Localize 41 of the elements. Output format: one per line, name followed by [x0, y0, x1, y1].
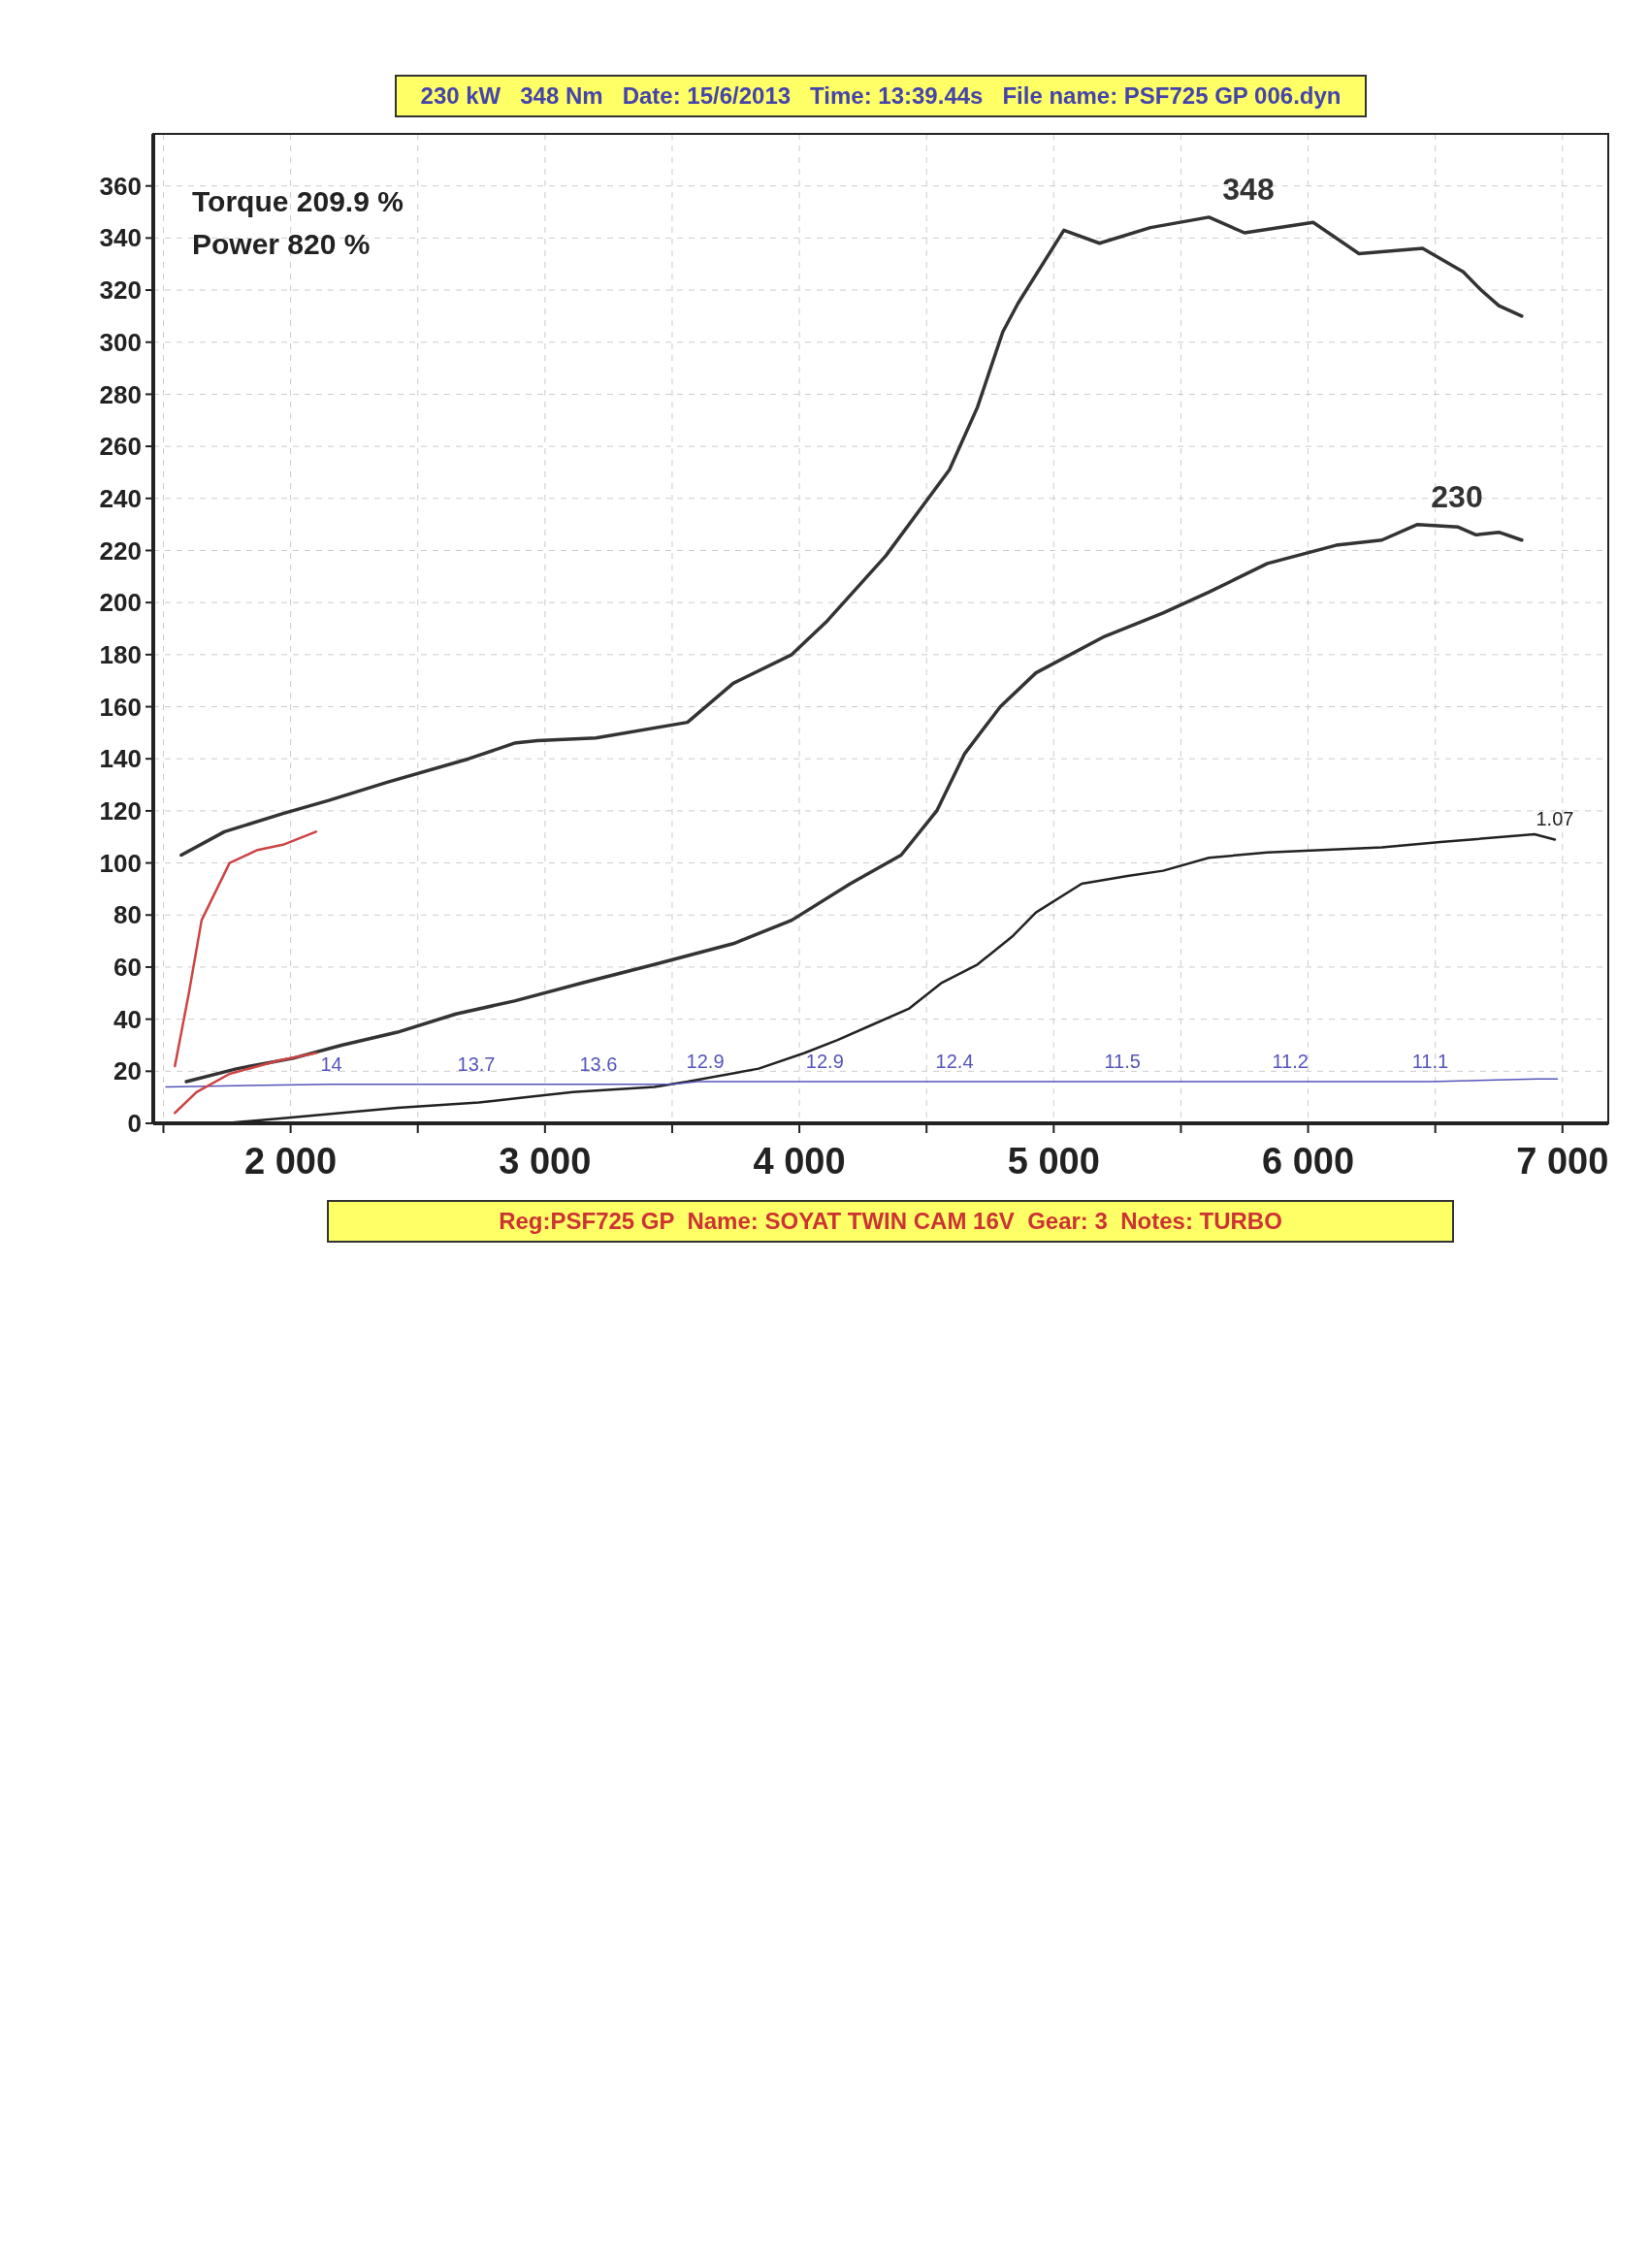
y-tick-label: 260 — [99, 432, 142, 462]
y-tick-label: 40 — [113, 1004, 142, 1034]
annotation: 1.07 — [1536, 808, 1574, 830]
data-label: 230 — [1431, 478, 1483, 514]
text: Reg:PSF725 GP Name: SOYAT TWIN CAM 16V Gear: 3 Notes: TURBO — [499, 1208, 1282, 1235]
x-tick-label: 4 000 — [753, 1141, 846, 1182]
annotation: Power 820 % — [192, 228, 371, 260]
annotation: 11.5 — [1104, 1051, 1141, 1073]
chart-title: 230 kW 348 Nm Date: 15/6/2013 Time: 13:39.44s File name: PSF725 GP 006.dyn — [420, 82, 1342, 110]
y-tick-label: 160 — [99, 692, 142, 722]
y-tick-label: 360 — [99, 171, 142, 201]
y-tick-label: 200 — [99, 588, 142, 618]
y-tick-label: 120 — [99, 795, 142, 826]
annotation: 13.7 — [457, 1053, 496, 1075]
y-tick-label: 240 — [99, 483, 142, 513]
y-tick-label: 20 — [113, 1056, 142, 1086]
x-tick-label: 6 000 — [1262, 1141, 1355, 1182]
annotation: Torque 209.9 % — [192, 185, 404, 217]
x-tick-label: 2 000 — [244, 1141, 338, 1182]
y-tick-label: 300 — [99, 327, 142, 357]
annotation: 14 — [320, 1053, 342, 1075]
y-tick-label: 280 — [99, 379, 142, 409]
annotation: 13.6 — [579, 1053, 618, 1075]
y-tick-label: 180 — [99, 639, 142, 669]
annotation: 11.2 — [1272, 1051, 1309, 1073]
annotation: 12.9 — [686, 1051, 725, 1073]
annotation: 12.9 — [805, 1051, 844, 1073]
y-tick-label: 100 — [99, 848, 142, 878]
y-tick-label: 340 — [99, 223, 142, 253]
y-tick-label: 220 — [99, 535, 142, 566]
data-label: 348 — [1222, 171, 1275, 207]
annotation: 11.1 — [1411, 1051, 1449, 1073]
y-tick-label: 60 — [113, 953, 142, 983]
annotation: 12.4 — [935, 1051, 974, 1073]
y-tick-label: 320 — [99, 275, 142, 306]
x-tick-label: 7 000 — [1516, 1141, 1609, 1182]
y-tick-label: 0 — [127, 1109, 142, 1139]
y-tick-label: 80 — [113, 900, 142, 930]
x-tick-label: 3 000 — [499, 1141, 592, 1182]
y-tick-label: 140 — [99, 744, 142, 774]
x-tick-label: 5 000 — [1007, 1141, 1100, 1182]
